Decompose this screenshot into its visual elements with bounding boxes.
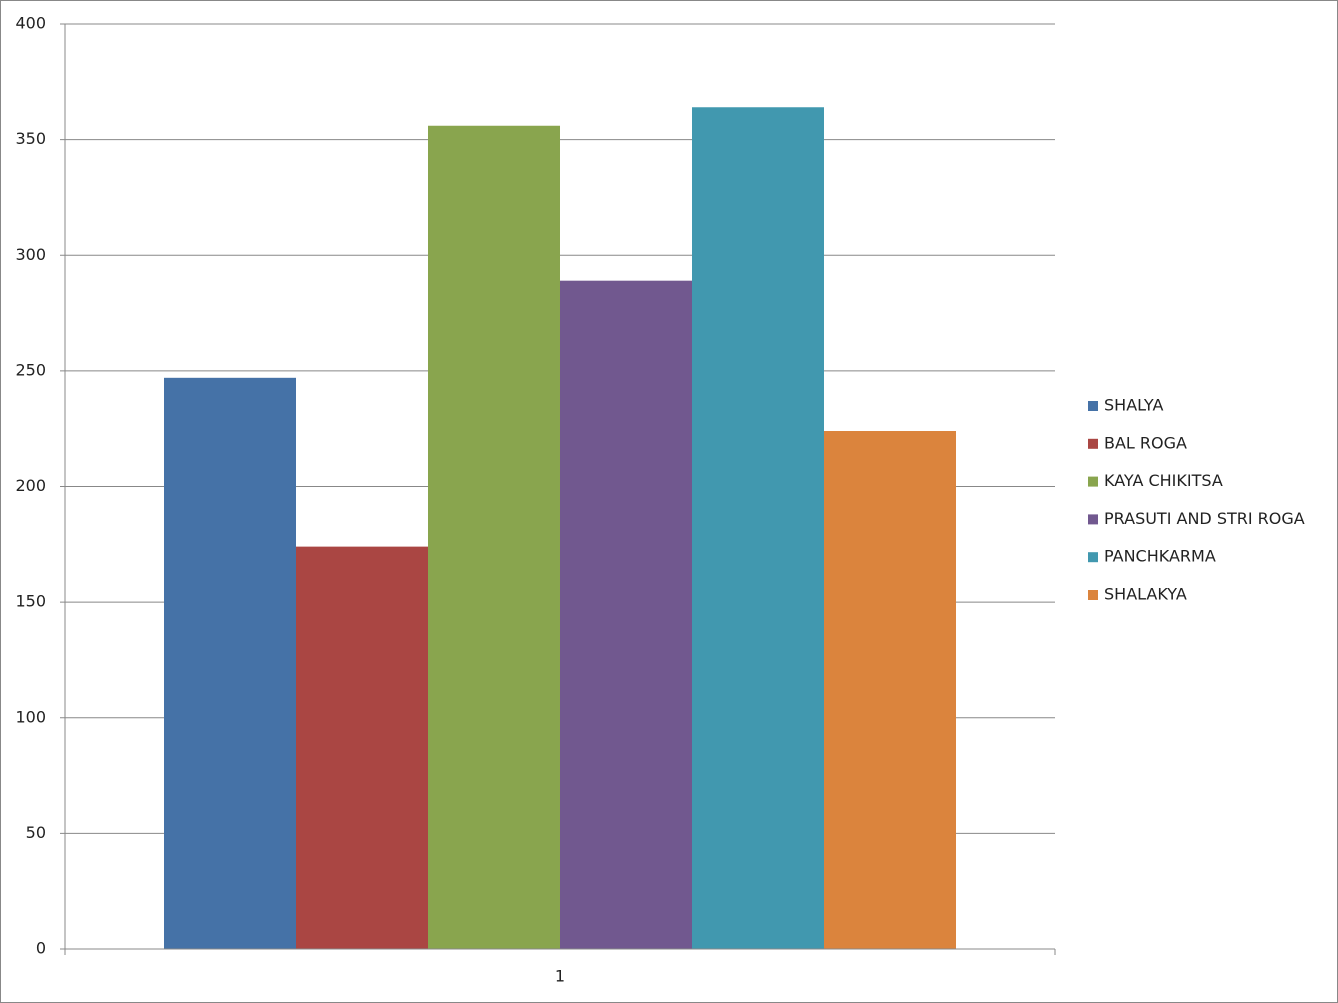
- bar: [164, 377, 296, 949]
- y-tick-label: 200: [15, 476, 46, 495]
- x-tick-label: 1: [555, 967, 565, 986]
- y-tick-label: 300: [15, 245, 46, 264]
- legend-swatch: [1088, 552, 1098, 563]
- y-tick-label: 250: [15, 360, 46, 379]
- y-tick-label: 350: [15, 129, 46, 148]
- legend-label: SHALYA: [1104, 396, 1163, 415]
- legend-swatch: [1088, 590, 1098, 600]
- y-tick-label: 100: [15, 707, 46, 726]
- y-tick-label: 150: [15, 592, 46, 611]
- bar: [560, 280, 692, 949]
- legend-swatch: [1088, 514, 1098, 525]
- y-tick-label: 50: [26, 823, 46, 842]
- y-tick-label: 0: [36, 939, 46, 958]
- legend-swatch: [1088, 438, 1098, 449]
- legend-label: PRASUTI AND STRI ROGA: [1104, 509, 1305, 528]
- legend-label: KAYA CHIKITSA: [1104, 471, 1223, 490]
- legend-swatch: [1088, 476, 1098, 487]
- y-tick-label: 400: [15, 14, 46, 33]
- bar: [428, 125, 560, 949]
- bar: [824, 431, 956, 949]
- legend-label: BAL ROGA: [1104, 433, 1187, 452]
- legend-label: PANCHKARMA: [1104, 547, 1216, 566]
- legend-swatch: [1088, 401, 1098, 411]
- bar: [692, 107, 824, 949]
- bar: [296, 546, 428, 949]
- legend-label: SHALAKYA: [1104, 585, 1187, 604]
